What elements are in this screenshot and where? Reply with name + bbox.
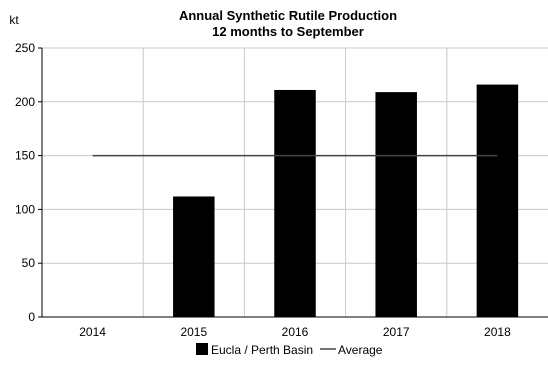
x-tick-label: 2014: [79, 325, 106, 339]
y-tick-label: 100: [15, 202, 35, 216]
y-axis-label: kt: [9, 13, 19, 27]
legend-label-bar: Eucla / Perth Basin: [211, 343, 313, 357]
x-tick-label: 2016: [282, 325, 309, 339]
x-tick-label: 2018: [484, 325, 511, 339]
legend-swatch-bar: [196, 343, 208, 355]
bar-2017: [375, 92, 417, 317]
y-tick-label: 0: [28, 310, 35, 324]
bar-2016: [274, 89, 316, 318]
y-tick-label: 150: [15, 149, 35, 163]
bar-2015: [173, 196, 215, 317]
x-tick-label: 2015: [180, 325, 207, 339]
chart-subtitle: 12 months to September: [212, 24, 364, 39]
y-tick-label: 250: [15, 41, 35, 55]
bar-2018: [476, 84, 519, 317]
y-tick-label: 200: [15, 95, 35, 109]
chart-title: Annual Synthetic Rutile Production: [179, 8, 397, 23]
legend-label-line: Average: [338, 343, 383, 357]
y-tick-label: 50: [22, 256, 36, 270]
x-tick-label: 2017: [383, 325, 410, 339]
